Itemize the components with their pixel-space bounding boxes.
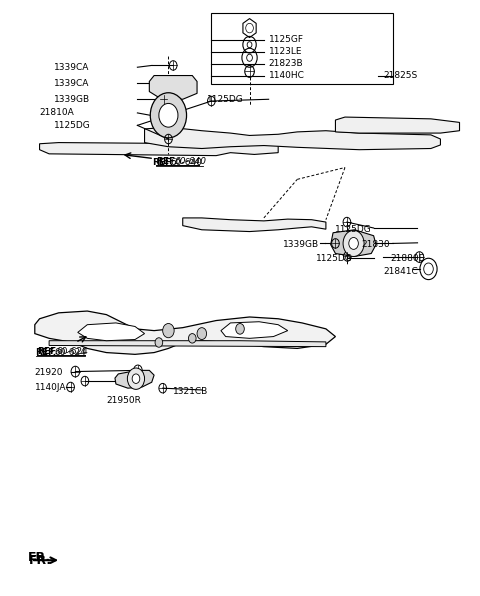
Text: 1339GB: 1339GB bbox=[283, 240, 319, 249]
Text: 21841C: 21841C bbox=[383, 268, 418, 277]
Text: 1123LE: 1123LE bbox=[269, 47, 302, 56]
Text: 1125DG: 1125DG bbox=[54, 121, 91, 130]
Text: 1125DG: 1125DG bbox=[316, 254, 353, 263]
Text: 60-624: 60-624 bbox=[54, 348, 85, 357]
Text: 1339CA: 1339CA bbox=[54, 79, 89, 88]
Circle shape bbox=[189, 334, 196, 343]
Text: 1339CA: 1339CA bbox=[54, 63, 89, 72]
Text: 1339GB: 1339GB bbox=[54, 95, 90, 104]
Text: 60-624: 60-624 bbox=[56, 347, 88, 356]
Text: REF.: REF. bbox=[152, 159, 173, 167]
Text: 1321CB: 1321CB bbox=[173, 387, 208, 396]
Circle shape bbox=[132, 374, 140, 383]
Polygon shape bbox=[221, 322, 288, 339]
Text: 21825S: 21825S bbox=[383, 71, 418, 80]
Text: REF.: REF. bbox=[35, 348, 56, 357]
Text: 1125DG: 1125DG bbox=[336, 225, 372, 234]
Text: 21880E: 21880E bbox=[390, 254, 425, 263]
Text: 21950R: 21950R bbox=[107, 396, 141, 405]
Text: 1125GF: 1125GF bbox=[269, 35, 304, 45]
Circle shape bbox=[343, 231, 364, 256]
Text: REF.: REF. bbox=[156, 157, 178, 166]
Text: 21810A: 21810A bbox=[39, 108, 74, 117]
Text: 21830: 21830 bbox=[362, 240, 390, 249]
Circle shape bbox=[349, 237, 359, 249]
Text: REF.: REF. bbox=[37, 347, 58, 356]
Polygon shape bbox=[183, 218, 326, 232]
Polygon shape bbox=[49, 341, 326, 347]
Text: 1125DG: 1125DG bbox=[206, 95, 243, 104]
Circle shape bbox=[127, 368, 144, 389]
Circle shape bbox=[150, 93, 187, 138]
Text: 21920: 21920 bbox=[35, 368, 63, 377]
Polygon shape bbox=[78, 323, 144, 341]
Polygon shape bbox=[35, 311, 336, 355]
Polygon shape bbox=[115, 370, 154, 388]
Polygon shape bbox=[149, 76, 197, 100]
Circle shape bbox=[197, 328, 206, 340]
Polygon shape bbox=[336, 117, 459, 133]
Text: 1140JA: 1140JA bbox=[35, 383, 66, 392]
Polygon shape bbox=[331, 230, 376, 256]
Circle shape bbox=[159, 104, 178, 127]
Text: 21823B: 21823B bbox=[269, 59, 303, 68]
Text: 60-640: 60-640 bbox=[175, 157, 206, 166]
Text: FR.: FR. bbox=[29, 554, 52, 567]
Text: FR.: FR. bbox=[28, 551, 51, 564]
Polygon shape bbox=[243, 18, 256, 38]
Text: 1140HC: 1140HC bbox=[269, 71, 304, 80]
Circle shape bbox=[155, 338, 163, 347]
Polygon shape bbox=[144, 127, 441, 150]
Text: 60-640: 60-640 bbox=[171, 159, 203, 167]
Circle shape bbox=[163, 324, 174, 338]
Circle shape bbox=[236, 324, 244, 334]
Polygon shape bbox=[39, 142, 278, 156]
